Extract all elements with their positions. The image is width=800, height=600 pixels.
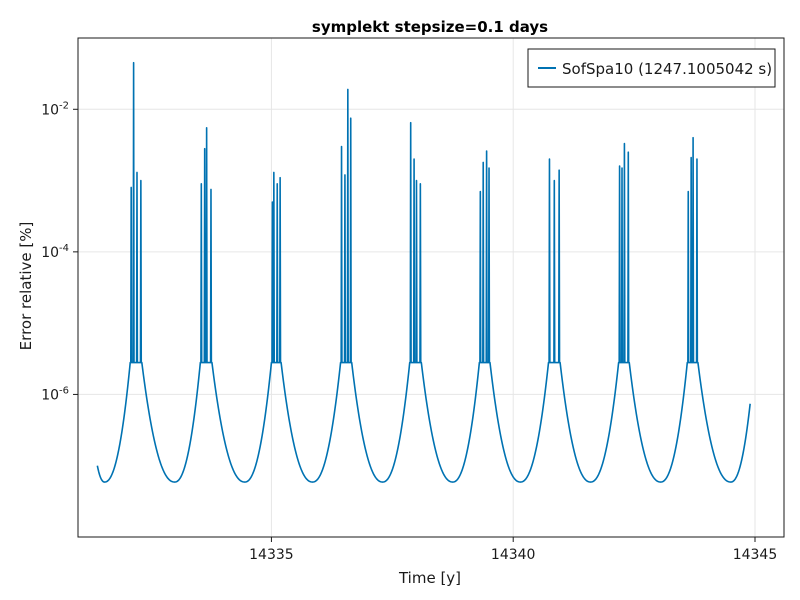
y-tick-label: 10-2 (41, 100, 69, 118)
plot-frame (77, 37, 785, 538)
y-tick-exponent: -6 (59, 385, 69, 396)
x-tick-label: 14335 (249, 547, 294, 563)
x-tick-label: 14340 (491, 547, 536, 563)
y-tick-label: 10-6 (41, 385, 69, 403)
y-tick-base: 10 (41, 102, 59, 118)
series-layer (96, 61, 751, 483)
legend: SofSpa10 (1247.1005042 s) (527, 48, 776, 88)
y-tick-exponent: -4 (59, 243, 69, 254)
series-line-sofspa10 (96, 61, 751, 483)
y-tick-base: 10 (41, 387, 59, 403)
x-axis-label: Time [y] (398, 569, 461, 587)
x-tick-label: 14345 (733, 547, 778, 563)
y-axis-label: Error relative [%] (17, 222, 35, 351)
y-tick-exponent: -2 (59, 100, 69, 111)
chart-title: symplekt stepsize=0.1 days (312, 18, 548, 36)
legend-box (527, 48, 776, 88)
legend-label: SofSpa10 (1247.1005042 s) (562, 60, 772, 78)
grid (78, 38, 784, 537)
y-tick-label: 10-4 (41, 243, 69, 261)
y-tick-base: 10 (41, 245, 59, 261)
